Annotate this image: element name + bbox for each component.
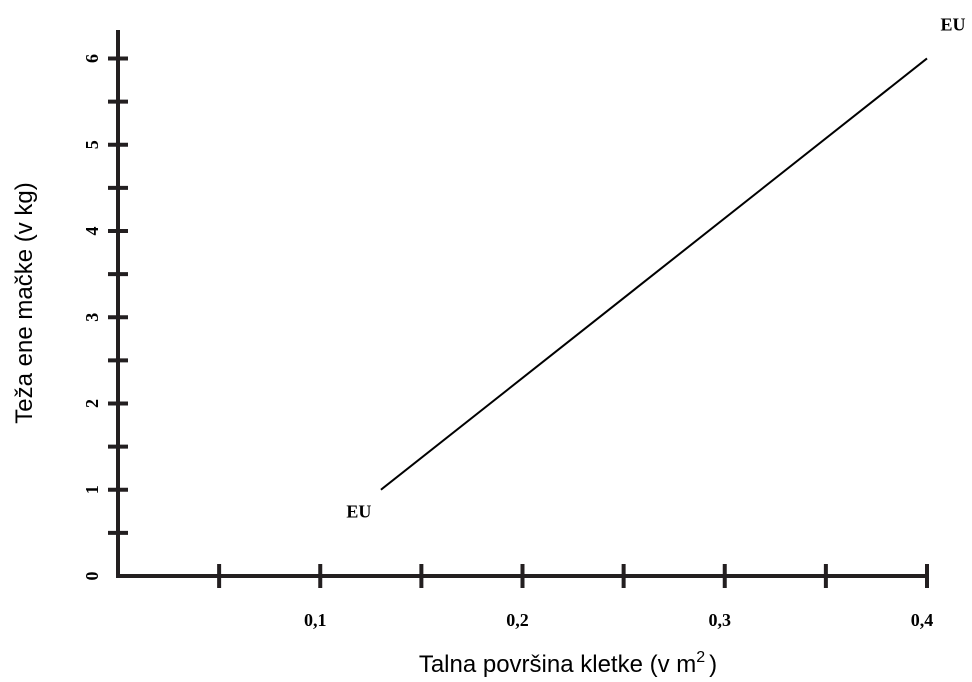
y-tick-label: 2	[82, 399, 102, 408]
y-tick-label: 5	[82, 140, 102, 149]
x-axis-title: Talna površina kletke (v m2)	[419, 649, 717, 678]
x-axis-title-text: Talna površina kletke (v m	[419, 651, 696, 678]
y-tick-label: 4	[82, 226, 102, 235]
x-tick-label: 0,1	[304, 610, 327, 630]
x-tick-label: 0,2	[506, 610, 529, 630]
y-tick-label: 1	[82, 485, 102, 494]
y-tick-label: 3	[82, 313, 102, 322]
x-axis-title-end: )	[709, 651, 717, 678]
annotation: EU	[346, 502, 371, 522]
x-tick-label: 0,4	[911, 610, 934, 630]
y-axis-title: Teža ene mačke (v kg)	[11, 182, 38, 423]
data-line	[380, 57, 928, 491]
x-axis-title-sup: 2	[696, 649, 705, 666]
annotation: EU	[940, 14, 965, 34]
x-tick-label: 0,3	[709, 610, 732, 630]
y-tick-label: 0	[82, 572, 102, 581]
y-tick-label: 6	[82, 54, 102, 63]
